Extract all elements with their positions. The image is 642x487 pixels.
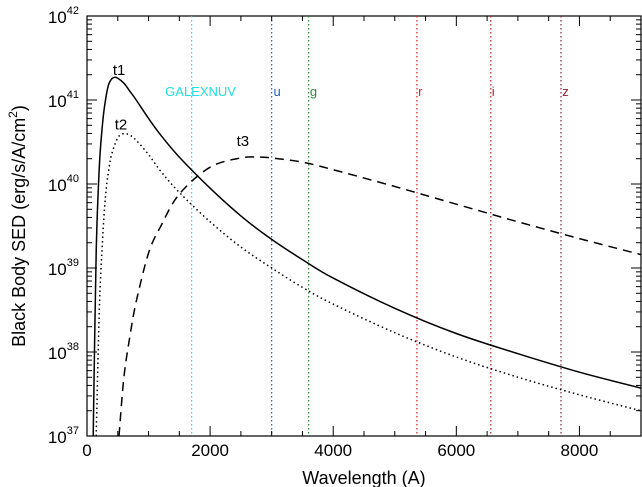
y-axis-title: Black Body SED (erg/s/A/cm2) [6,105,29,347]
x-ticks: 0 2000 4000 6000 8000 [82,16,642,460]
y-tick-label: 1041 [48,89,79,111]
y-tick-label: 1037 [48,425,79,447]
y-tick-label: 1040 [48,173,79,195]
y-axis-title-exp: 2 [6,111,20,118]
curve-t1 [92,76,642,437]
y-axis-title-suffix: ) [9,105,29,111]
x-tick-label: 4000 [314,441,352,460]
y-ticks: 1037 1038 1039 1040 1041 1042 [48,5,641,447]
y-tick-label: 1038 [48,341,79,363]
y-tick-label: 1042 [48,5,79,27]
y-tick-label: 1039 [48,257,79,279]
curve-t2 [95,132,642,437]
band-label-g: g [310,84,317,99]
band-label-i: i [492,84,495,99]
band-label-u: u [274,84,281,99]
band-label-r: r [418,84,423,99]
x-axis-title: Wavelength (A) [302,468,425,487]
x-tick-label: 0 [82,441,91,460]
curve-label-t1: t1 [113,62,126,79]
band-lines [191,16,562,436]
x-tick-label: 8000 [561,441,599,460]
x-tick-label: 2000 [191,441,229,460]
curve-label-t2: t2 [115,116,128,133]
band-label-z: z [562,84,569,99]
plot-frame [86,15,642,437]
x-tick-label: 6000 [437,441,475,460]
curve-label-t3: t3 [237,133,250,150]
labels: GALEXNUV u g r i z t1 t2 t3 [113,62,569,150]
curve-t3 [118,156,642,437]
curves [92,76,642,437]
plot-area: 0 2000 4000 6000 8000 1037103810391040104110… [48,5,642,460]
band-label-galexnuv: GALEXNUV [165,84,236,99]
y-axis-title-prefix: Black Body SED (erg/s/A/cm [9,118,29,347]
